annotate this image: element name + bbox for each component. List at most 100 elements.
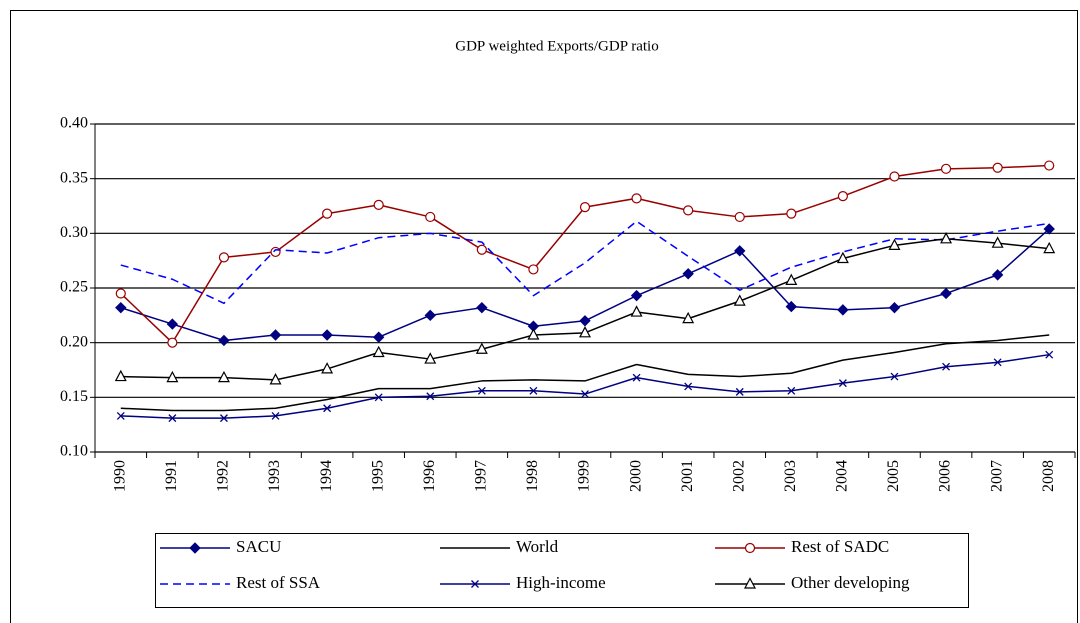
marker: [682, 311, 695, 324]
x-tick-label: 1991: [163, 460, 180, 492]
marker: [475, 342, 488, 354]
legend-item: SACU: [160, 537, 281, 556]
marker: [837, 304, 849, 316]
marker: [321, 329, 333, 341]
marker: [942, 362, 951, 371]
marker: [785, 273, 798, 285]
marker: [528, 264, 539, 275]
x-tick-label: 1997: [473, 460, 490, 492]
marker: [115, 301, 127, 314]
marker: [991, 269, 1004, 281]
marker: [471, 580, 479, 588]
marker: [837, 191, 848, 202]
marker: [630, 305, 643, 317]
marker: [630, 289, 643, 302]
x-tick-label: 1998: [524, 460, 541, 492]
x-tick-label: 2005: [885, 460, 902, 492]
marker: [631, 193, 642, 204]
marker: [992, 162, 1003, 173]
marker: [744, 542, 756, 554]
marker: [269, 373, 282, 385]
chart-title: GDP weighted Exports/GDP ratio: [455, 38, 658, 54]
marker: [372, 331, 385, 343]
marker: [888, 301, 901, 314]
marker: [217, 370, 230, 383]
x-tick-label: 2006: [937, 460, 954, 492]
legend-label: Rest of SSA: [236, 573, 321, 592]
x-tick-label: 1992: [215, 460, 232, 492]
marker: [189, 542, 201, 554]
legend-label: SACU: [236, 537, 281, 556]
marker: [476, 244, 487, 255]
x-tick-label: 1994: [318, 460, 335, 492]
series-line: [120, 220, 1050, 305]
marker: [1045, 350, 1054, 359]
x-tick-label: 1996: [421, 460, 438, 492]
legend-box: [155, 533, 969, 608]
y-tick-label: 0.40: [60, 115, 88, 132]
marker: [836, 251, 849, 264]
x-tick-label: 1990: [111, 460, 128, 492]
x-tick-label: 1993: [266, 460, 283, 492]
marker: [940, 163, 952, 174]
marker: [323, 404, 332, 413]
legend-item: Other developing: [715, 573, 910, 592]
marker: [1043, 241, 1056, 254]
legend-label: High-income: [516, 573, 606, 592]
marker: [683, 205, 694, 216]
marker: [269, 329, 282, 341]
marker: [167, 337, 178, 348]
marker: [787, 386, 796, 395]
marker: [734, 211, 745, 223]
x-tick-label: 2001: [679, 460, 696, 492]
marker: [1044, 160, 1055, 171]
x-tick-label: 2002: [730, 460, 747, 492]
marker: [1043, 223, 1055, 235]
marker: [271, 411, 280, 420]
marker: [114, 369, 127, 382]
marker: [940, 287, 952, 300]
marker: [579, 201, 591, 213]
marker: [890, 372, 899, 381]
y-tick-label: 0.35: [60, 169, 88, 186]
marker: [889, 171, 900, 182]
y-tick-label: 0.30: [60, 224, 88, 241]
marker: [168, 414, 177, 423]
x-tick-label: 2008: [1040, 460, 1057, 492]
marker: [888, 238, 901, 250]
marker: [115, 288, 126, 299]
marker: [425, 211, 436, 223]
marker: [270, 246, 281, 258]
marker: [166, 318, 179, 330]
marker: [426, 392, 435, 401]
marker: [579, 326, 591, 338]
marker: [218, 334, 230, 347]
marker: [940, 232, 953, 244]
marker: [219, 414, 228, 423]
marker: [993, 358, 1002, 367]
y-tick-label: 0.20: [60, 333, 88, 350]
y-tick-label: 0.15: [60, 388, 88, 405]
x-tick-label: 2004: [834, 460, 851, 492]
marker: [373, 199, 384, 211]
marker: [374, 393, 383, 402]
marker: [632, 373, 641, 382]
marker: [744, 577, 756, 589]
marker: [321, 362, 334, 374]
marker: [529, 386, 538, 395]
legend-label: World: [516, 537, 559, 556]
y-tick-label: 0.10: [60, 443, 88, 460]
marker: [682, 268, 694, 280]
marker: [424, 309, 436, 322]
marker: [733, 294, 746, 306]
marker: [785, 300, 798, 313]
marker: [684, 382, 693, 391]
marker: [322, 208, 333, 219]
marker: [218, 252, 230, 263]
marker: [372, 345, 385, 358]
x-tick-label: 2003: [782, 460, 799, 492]
marker: [734, 245, 746, 257]
series-line: [120, 334, 1050, 412]
x-tick-label: 1995: [369, 460, 386, 492]
